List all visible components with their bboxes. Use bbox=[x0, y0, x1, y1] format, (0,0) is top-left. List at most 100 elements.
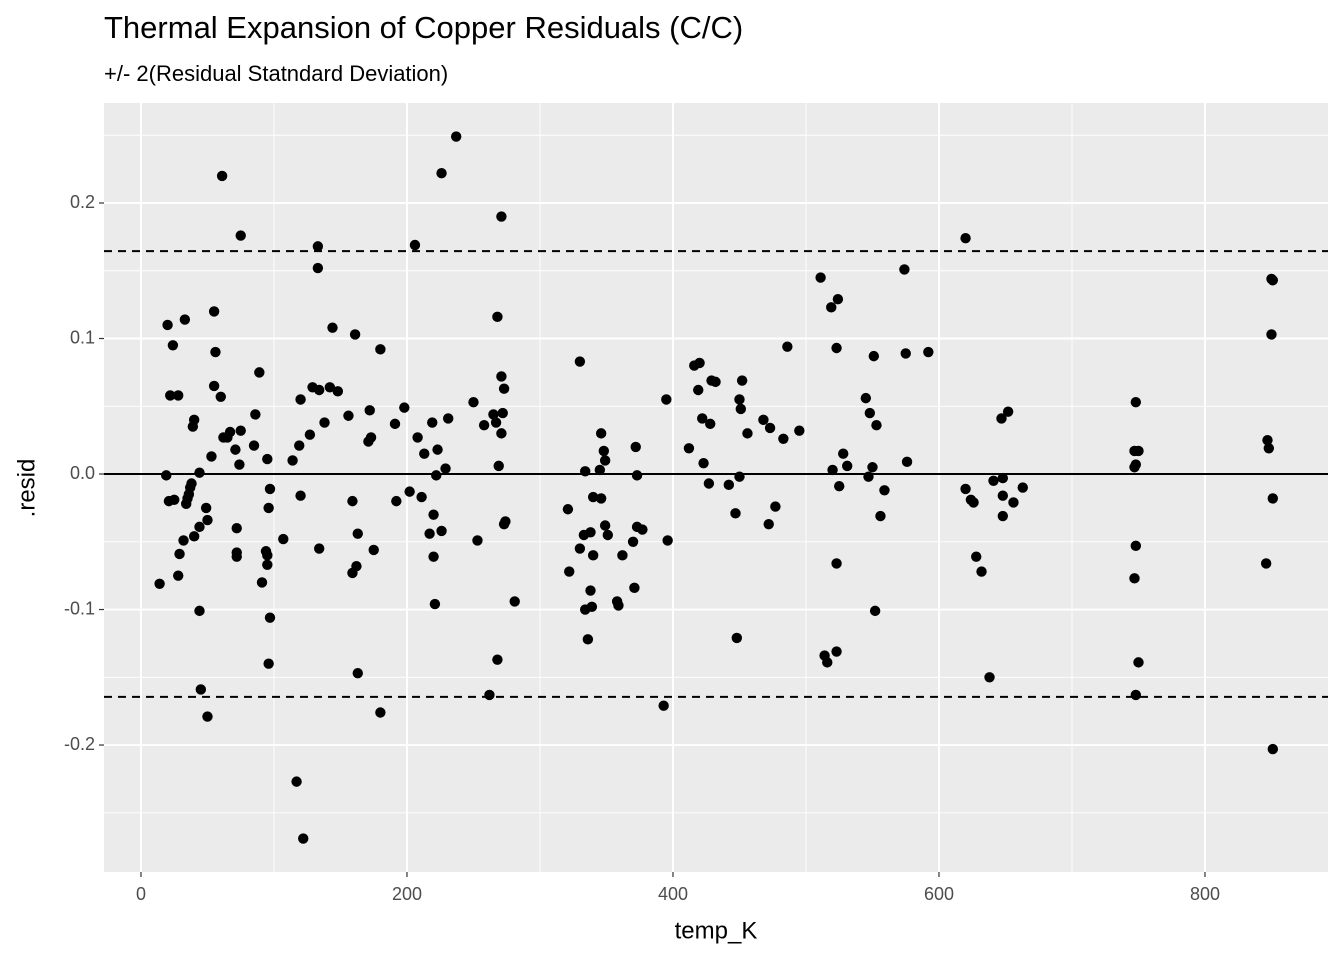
point bbox=[710, 376, 721, 388]
point bbox=[1133, 657, 1144, 668]
point bbox=[627, 536, 639, 547]
point bbox=[661, 394, 672, 405]
point bbox=[230, 444, 241, 455]
point bbox=[347, 495, 358, 507]
point bbox=[1008, 497, 1019, 508]
y-axis-title: .resid bbox=[13, 459, 40, 518]
point bbox=[263, 658, 274, 669]
point bbox=[173, 570, 184, 581]
point bbox=[436, 525, 447, 537]
panel bbox=[104, 103, 1328, 872]
point bbox=[298, 833, 309, 844]
point bbox=[826, 302, 837, 313]
point bbox=[736, 375, 748, 386]
point bbox=[352, 528, 363, 539]
point bbox=[215, 391, 226, 402]
point bbox=[599, 455, 611, 466]
point bbox=[822, 657, 833, 668]
point bbox=[734, 394, 745, 405]
point bbox=[179, 314, 191, 325]
point bbox=[1266, 329, 1277, 340]
y-tick-label: -0.2 bbox=[64, 734, 95, 754]
point bbox=[250, 409, 261, 420]
y-tick-label: -0.1 bbox=[64, 598, 95, 618]
point bbox=[585, 585, 596, 596]
point bbox=[404, 486, 415, 497]
point bbox=[960, 483, 971, 495]
point bbox=[235, 230, 246, 241]
point bbox=[587, 550, 599, 561]
point bbox=[291, 776, 302, 787]
point bbox=[154, 578, 165, 589]
point bbox=[734, 471, 745, 482]
point bbox=[206, 451, 217, 462]
point bbox=[443, 413, 454, 424]
point bbox=[782, 341, 793, 352]
point bbox=[235, 425, 246, 436]
point bbox=[1267, 275, 1279, 286]
point bbox=[997, 490, 1009, 501]
point bbox=[1130, 689, 1142, 701]
point bbox=[637, 524, 648, 535]
point bbox=[658, 700, 669, 711]
point bbox=[431, 470, 442, 481]
point bbox=[178, 535, 189, 546]
point bbox=[424, 528, 435, 539]
point bbox=[165, 390, 176, 401]
point bbox=[923, 346, 934, 358]
point bbox=[263, 502, 274, 514]
x-tick-label: 400 bbox=[658, 884, 688, 904]
x-tick-label: 800 bbox=[1190, 884, 1220, 904]
point bbox=[831, 558, 842, 569]
point bbox=[574, 356, 586, 367]
point bbox=[1263, 443, 1275, 454]
point bbox=[375, 707, 386, 718]
point bbox=[399, 402, 410, 413]
point bbox=[294, 440, 305, 451]
point bbox=[831, 646, 842, 657]
point bbox=[427, 417, 438, 428]
point bbox=[472, 535, 483, 546]
point bbox=[838, 448, 849, 459]
point bbox=[697, 413, 708, 424]
point bbox=[863, 471, 874, 482]
point bbox=[186, 478, 197, 489]
point bbox=[1260, 558, 1272, 569]
point bbox=[827, 464, 838, 476]
point bbox=[1017, 482, 1028, 493]
point bbox=[312, 241, 324, 252]
point bbox=[327, 322, 338, 333]
point bbox=[1267, 743, 1279, 755]
point bbox=[968, 497, 979, 508]
point bbox=[478, 420, 490, 431]
point bbox=[602, 529, 614, 541]
point bbox=[509, 596, 520, 607]
point bbox=[1002, 406, 1014, 417]
point bbox=[304, 429, 316, 440]
point bbox=[1129, 573, 1140, 584]
point bbox=[428, 551, 439, 562]
point bbox=[869, 605, 881, 617]
point bbox=[693, 384, 704, 396]
point bbox=[231, 551, 242, 562]
point bbox=[617, 550, 628, 561]
point bbox=[879, 485, 890, 496]
point bbox=[313, 384, 325, 396]
point bbox=[960, 233, 971, 244]
x-tick-label: 0 bbox=[136, 884, 146, 904]
point bbox=[216, 170, 228, 182]
point bbox=[432, 444, 443, 455]
point bbox=[815, 272, 826, 283]
point bbox=[419, 448, 430, 459]
point bbox=[195, 684, 207, 695]
point bbox=[295, 490, 306, 501]
point bbox=[1267, 493, 1279, 504]
point bbox=[256, 577, 268, 588]
point bbox=[730, 508, 741, 519]
point bbox=[860, 392, 872, 404]
point bbox=[208, 306, 220, 317]
point bbox=[332, 386, 344, 397]
point bbox=[287, 455, 298, 466]
point bbox=[174, 548, 185, 560]
